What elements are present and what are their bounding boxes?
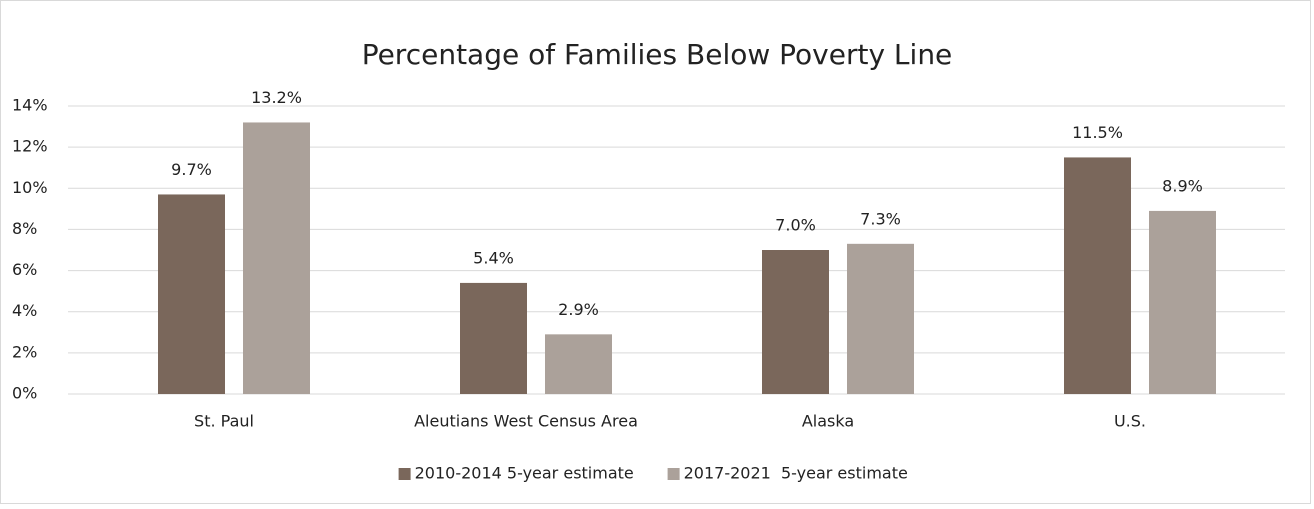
bar [762, 250, 829, 394]
x-tick-label: Aleutians West Census Area [414, 412, 638, 431]
bar [243, 122, 310, 394]
y-tick-label: 2% [12, 342, 37, 361]
legend-swatch [667, 468, 680, 480]
legend-label: 2017-2021 5-year estimate [684, 464, 908, 483]
data-label: 2.9% [558, 300, 599, 319]
y-tick-label: 14% [12, 96, 48, 115]
bar [158, 194, 225, 394]
bar [545, 334, 612, 394]
legend-swatch [398, 468, 411, 480]
bar [1064, 157, 1131, 394]
y-tick-label: 12% [12, 137, 48, 156]
data-label: 13.2% [251, 88, 302, 107]
data-label: 9.7% [171, 160, 212, 179]
data-label: 11.5% [1072, 123, 1123, 142]
x-tick-label: Alaska [802, 412, 854, 431]
y-tick-label: 4% [12, 301, 37, 320]
y-tick-label: 0% [12, 384, 37, 403]
bar [847, 243, 914, 394]
data-label: 7.0% [775, 216, 816, 235]
bar [1149, 210, 1216, 394]
y-tick-label: 10% [12, 178, 48, 197]
data-label: 7.3% [860, 209, 901, 228]
y-tick-label: 6% [12, 260, 37, 279]
data-label: 8.9% [1162, 176, 1203, 195]
legend-label: 2010-2014 5-year estimate [415, 464, 634, 483]
x-tick-label: St. Paul [194, 412, 254, 431]
bar [460, 282, 527, 394]
data-label: 5.4% [473, 248, 514, 267]
chart-title: Percentage of Families Below Poverty Lin… [362, 38, 953, 71]
x-tick-label: U.S. [1114, 412, 1146, 431]
y-tick-label: 8% [12, 219, 37, 238]
